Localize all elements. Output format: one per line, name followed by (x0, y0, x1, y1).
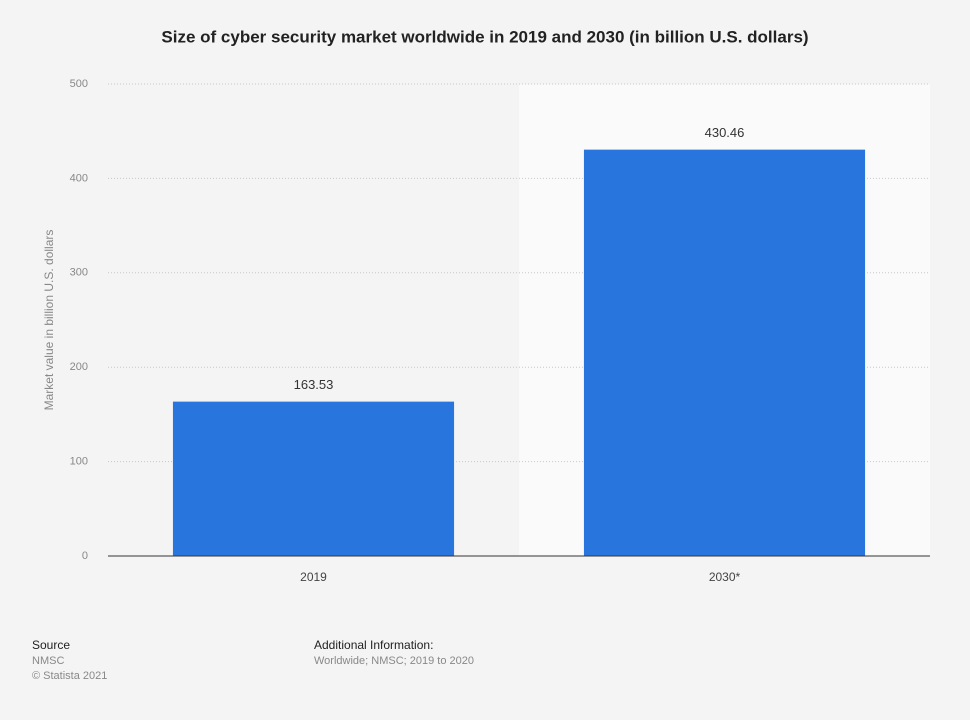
x-tick-label: 2019 (300, 570, 327, 584)
source-title: Source (32, 638, 70, 652)
value-label: 163.53 (294, 377, 334, 392)
info: Worldwide; NMSC; 2019 to 2020 (314, 655, 474, 667)
copyright: © Statista 2021 (32, 670, 107, 682)
y-tick-label: 400 (70, 172, 88, 184)
y-tick-label: 300 (70, 267, 88, 279)
y-tick-label: 0 (82, 550, 88, 562)
chart-title: Size of cyber security market worldwide … (161, 27, 808, 46)
bar (172, 401, 455, 556)
bar (583, 149, 866, 557)
x-tick-label: 2030* (709, 570, 741, 584)
y-tick-label: 500 (70, 78, 88, 90)
source: NMSC (32, 655, 64, 667)
y-tick-label: 100 (70, 456, 88, 468)
y-axis-label: Market value in billion U.S. dollars (42, 230, 56, 411)
y-tick-label: 200 (70, 361, 88, 373)
info-title: Additional Information: (314, 638, 433, 652)
value-label: 430.46 (705, 125, 745, 140)
